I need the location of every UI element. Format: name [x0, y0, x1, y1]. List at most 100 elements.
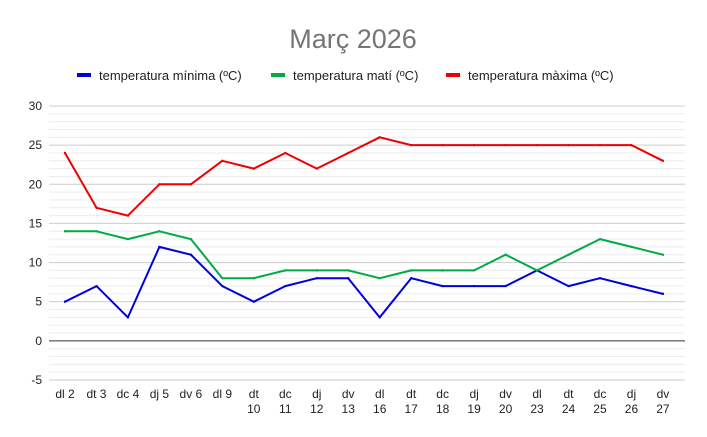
data-point — [284, 284, 287, 288]
data-point — [347, 277, 350, 280]
x-tick-label: dj 19 — [467, 387, 481, 416]
y-tick-label: 30 — [29, 99, 43, 113]
data-point — [315, 277, 318, 280]
data-point — [378, 136, 381, 139]
data-point — [252, 277, 256, 280]
y-tick-label: 20 — [29, 177, 43, 191]
legend-label: temperatura màxima (ºC) — [468, 68, 614, 83]
data-point — [221, 277, 224, 280]
data-point — [409, 269, 413, 272]
data-point — [504, 253, 507, 256]
legend: temperatura mínima (ºC) temperatura matí … — [77, 68, 614, 83]
data-point — [95, 230, 98, 233]
x-tick-label: dj 26 — [625, 387, 639, 416]
y-tick-label: 5 — [35, 295, 42, 309]
data-point — [221, 159, 224, 162]
data-point — [567, 253, 570, 256]
legend-label: temperatura mínima (ºC) — [99, 68, 242, 83]
data-point — [378, 277, 381, 280]
x-tick-label: dc 11 — [279, 387, 292, 416]
x-tick-label: dt 10 — [247, 387, 261, 416]
x-tick-label: dl 23 — [530, 387, 544, 416]
data-point — [315, 167, 318, 170]
data-point — [441, 269, 444, 272]
data-point — [661, 292, 665, 296]
series-lines — [63, 136, 665, 319]
data-point — [284, 151, 287, 155]
data-point — [535, 143, 539, 147]
data-point — [409, 277, 413, 280]
x-tick-label: dl 2 — [55, 387, 75, 401]
data-point — [441, 143, 444, 147]
y-tick-label: 0 — [35, 334, 42, 348]
x-tick-label: dj 12 — [310, 387, 324, 416]
data-point — [189, 183, 193, 186]
x-tick-label: dc 18 — [436, 387, 450, 416]
data-point — [252, 167, 256, 170]
x-tick-label: dj 5 — [150, 387, 170, 401]
x-tick-label: dv 13 — [342, 387, 356, 416]
series-line-1 — [64, 230, 664, 280]
data-point — [126, 316, 130, 319]
data-point — [252, 300, 256, 303]
data-point — [504, 143, 507, 147]
chart-title: Març 2026 — [289, 24, 417, 54]
data-point — [315, 269, 318, 272]
data-point — [126, 214, 130, 217]
data-point — [347, 151, 350, 155]
data-point — [630, 284, 633, 288]
y-tick-label: 25 — [29, 138, 43, 152]
data-point — [661, 159, 665, 162]
data-point — [95, 284, 98, 288]
series-line-0 — [64, 245, 664, 319]
series-line-2 — [64, 136, 664, 217]
legend-swatch — [446, 73, 460, 77]
data-point — [598, 143, 602, 147]
data-point — [630, 245, 633, 249]
legend-swatch — [271, 73, 285, 77]
data-point — [598, 237, 602, 241]
data-point — [661, 253, 665, 256]
grid — [49, 105, 685, 381]
x-tick-label: dv 27 — [656, 387, 670, 416]
data-point — [472, 143, 476, 147]
y-tick-label: 15 — [29, 216, 43, 230]
data-point — [409, 143, 413, 147]
data-point — [378, 316, 381, 319]
data-point — [535, 269, 539, 272]
data-point — [158, 183, 161, 186]
data-point — [63, 230, 67, 233]
data-point — [567, 143, 570, 147]
data-point — [472, 284, 476, 288]
data-point — [158, 245, 161, 249]
x-tick-label: dt 24 — [562, 387, 576, 416]
data-point — [158, 230, 161, 233]
x-tick-label: dl 16 — [373, 387, 387, 416]
legend-label: temperatura matí (ºC) — [293, 68, 418, 83]
data-point — [95, 206, 98, 209]
data-point — [221, 284, 224, 288]
data-point — [472, 269, 476, 272]
x-tick-label: dt 17 — [404, 387, 418, 416]
data-point — [189, 237, 193, 241]
x-tick-label: dl 9 — [213, 387, 233, 401]
legend-swatch — [77, 73, 91, 77]
data-point — [567, 284, 570, 288]
data-point — [63, 151, 67, 155]
x-tick-label: dt 3 — [86, 387, 106, 401]
y-tick-label: -5 — [31, 373, 42, 387]
data-point — [126, 237, 130, 241]
x-tick-label: dv 20 — [499, 387, 513, 416]
x-tick-label: dc 4 — [117, 387, 140, 401]
x-tick-label: dv 6 — [180, 387, 203, 401]
y-axis: -5 0 5 10 15 20 25 30 — [29, 99, 43, 387]
y-tick-label: 10 — [29, 256, 43, 270]
data-point — [630, 143, 633, 147]
data-point — [284, 269, 287, 272]
data-point — [347, 269, 350, 272]
data-point — [441, 284, 444, 288]
data-point — [504, 284, 507, 288]
data-point — [598, 277, 602, 280]
